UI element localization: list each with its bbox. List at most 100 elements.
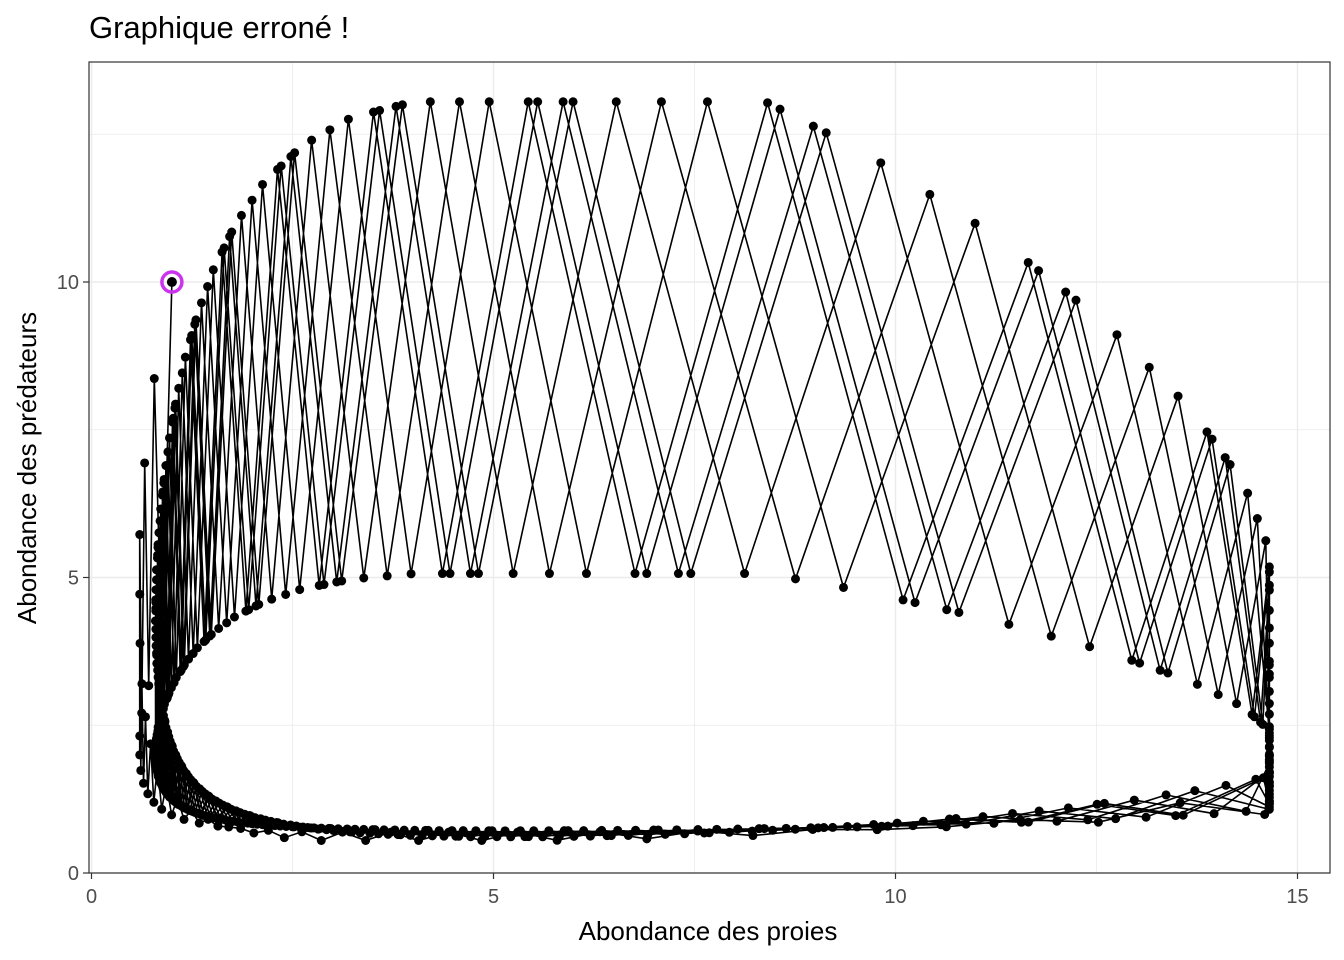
data-point xyxy=(611,97,621,107)
data-point xyxy=(229,612,239,622)
data-point xyxy=(1112,330,1122,340)
data-point xyxy=(1264,767,1274,777)
data-point xyxy=(680,829,690,839)
data-point xyxy=(613,825,623,835)
data-point xyxy=(686,569,696,579)
data-point xyxy=(332,577,342,587)
data-point xyxy=(194,818,204,828)
data-point xyxy=(1135,658,1145,668)
data-point xyxy=(259,820,269,830)
x-axis-title: Abondance des proies xyxy=(579,916,838,946)
data-point xyxy=(500,826,510,836)
data-point xyxy=(289,822,299,832)
data-point xyxy=(135,638,145,648)
data-point xyxy=(143,789,153,799)
data-point xyxy=(154,679,164,689)
data-point xyxy=(213,814,223,824)
y-tick-label: 5 xyxy=(68,568,79,590)
data-point xyxy=(170,403,180,413)
data-point xyxy=(135,731,145,741)
data-point xyxy=(1178,810,1188,820)
data-point xyxy=(138,778,148,788)
data-point xyxy=(563,826,573,836)
data-point xyxy=(1155,665,1165,675)
data-point xyxy=(156,504,166,514)
data-point xyxy=(347,827,357,837)
data-point xyxy=(579,826,589,836)
data-point xyxy=(164,433,174,443)
data-point xyxy=(978,812,988,822)
data-point xyxy=(1261,536,1271,546)
data-point xyxy=(1264,755,1274,765)
data-point xyxy=(747,826,757,836)
data-point xyxy=(151,752,161,762)
data-point xyxy=(370,825,380,835)
x-tick-label: 0 xyxy=(86,886,97,908)
data-point xyxy=(554,831,564,841)
data-point xyxy=(155,516,165,526)
data-point xyxy=(876,158,886,168)
data-point xyxy=(740,569,750,579)
data-point xyxy=(222,618,232,628)
data-point xyxy=(1247,710,1257,720)
start-point-highlight xyxy=(160,270,184,294)
data-point xyxy=(273,818,283,828)
data-point xyxy=(149,797,159,807)
data-point xyxy=(454,97,464,107)
data-point xyxy=(307,135,317,145)
data-point xyxy=(425,97,435,107)
data-point xyxy=(445,569,455,579)
data-point xyxy=(313,824,323,834)
data-point xyxy=(704,828,714,838)
data-point xyxy=(558,97,568,107)
trajectory-line xyxy=(138,98,1271,842)
data-point xyxy=(775,104,785,114)
data-point xyxy=(423,825,433,835)
data-point xyxy=(1264,638,1274,648)
data-point xyxy=(267,594,277,604)
data-point xyxy=(135,750,145,760)
data-point xyxy=(1243,488,1253,498)
data-point xyxy=(1052,816,1062,826)
data-point xyxy=(1023,257,1033,267)
data-point xyxy=(1264,730,1274,740)
data-point xyxy=(538,832,548,842)
data-point xyxy=(157,781,167,791)
data-point xyxy=(258,179,268,189)
data-point xyxy=(533,97,543,107)
data-point xyxy=(1061,287,1071,297)
data-point xyxy=(918,816,928,826)
data-point xyxy=(1264,623,1274,633)
data-point xyxy=(883,821,893,831)
data-point xyxy=(281,589,291,599)
data-point xyxy=(970,218,980,228)
data-point xyxy=(529,826,539,836)
data-point xyxy=(1171,811,1181,821)
data-point xyxy=(989,818,999,828)
data-point xyxy=(1264,686,1274,696)
data-point xyxy=(1264,722,1274,732)
data-point xyxy=(152,553,162,563)
data-point xyxy=(631,825,641,835)
data-point xyxy=(1099,798,1109,808)
data-point xyxy=(316,835,326,845)
data-point xyxy=(151,606,161,616)
data-point xyxy=(642,569,652,579)
data-point xyxy=(355,828,365,838)
data-point xyxy=(208,265,218,275)
data-point xyxy=(568,97,578,107)
data-point xyxy=(205,631,215,641)
data-point xyxy=(417,830,427,840)
data-point xyxy=(1220,453,1230,463)
data-point xyxy=(234,817,244,827)
data-point xyxy=(150,616,160,626)
data-point xyxy=(1264,580,1274,590)
data-point xyxy=(1264,699,1274,709)
data-point xyxy=(149,374,159,384)
data-point xyxy=(168,417,178,427)
data-point xyxy=(155,714,165,724)
data-point xyxy=(1264,656,1274,666)
data-point xyxy=(140,458,150,468)
data-point xyxy=(174,383,184,393)
data-point xyxy=(186,335,196,345)
